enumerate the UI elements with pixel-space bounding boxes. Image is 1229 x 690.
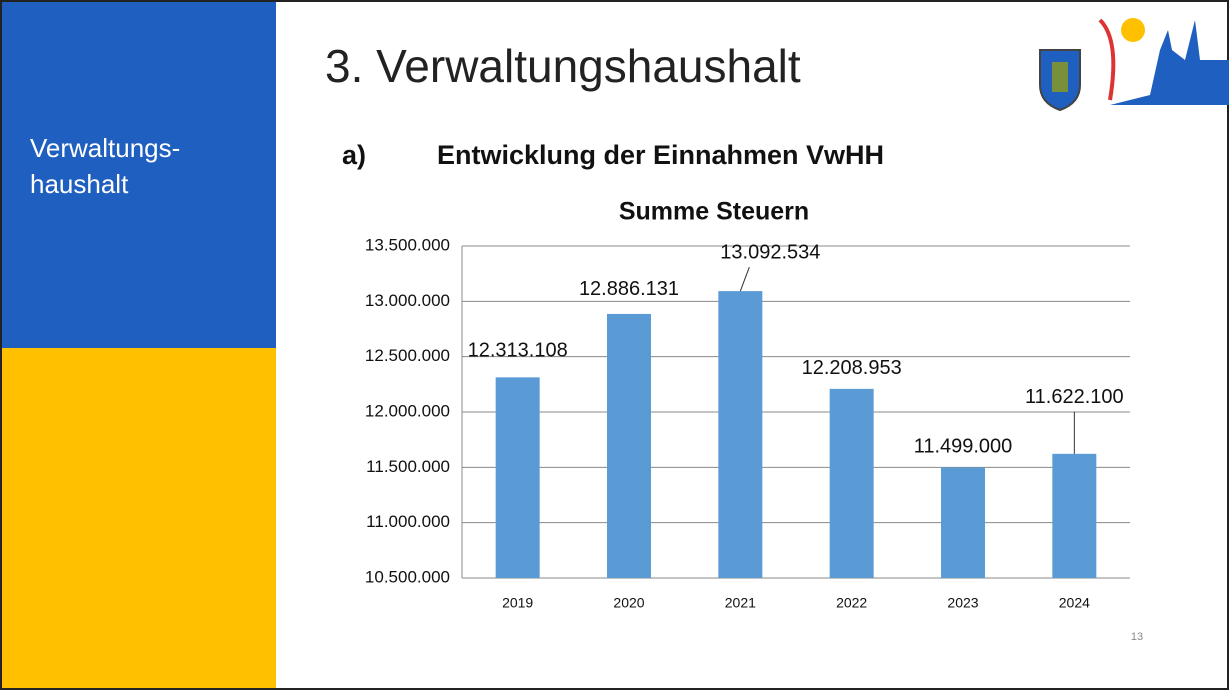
sidebar-yellow (0, 348, 276, 690)
sidebar-text: Verwaltungs- (30, 133, 180, 163)
data-label: 11.499.000 (914, 436, 1013, 458)
data-label: 11.622.100 (1025, 386, 1124, 408)
y-tick-label: 10.500.000 (365, 567, 450, 586)
page-number: 13 (1131, 631, 1143, 643)
bar (607, 313, 651, 578)
x-tick-label: 2022 (836, 595, 867, 611)
heading: Entwicklung der Einnahmen VwHH (437, 140, 884, 170)
y-tick-label: 11.500.000 (366, 457, 450, 476)
bar (1052, 453, 1097, 578)
x-tick-label: 2019 (502, 595, 533, 611)
data-label: 12.313.108 (468, 340, 568, 362)
slide-title: 3. Verwaltungshaushalt (325, 40, 801, 92)
logo (1039, 18, 1229, 112)
data-label: 13.092.534 (720, 241, 820, 263)
sidebar-blue (0, 0, 276, 348)
bar (718, 291, 763, 578)
heading-number: a) (342, 140, 366, 170)
x-tick-label: 2023 (947, 595, 978, 611)
bar (941, 467, 985, 578)
y-tick-label: 12.000.000 (365, 401, 450, 420)
y-tick-label: 13.500.000 (365, 235, 450, 254)
bar (829, 388, 874, 578)
chart-title: Summe Steuern (619, 198, 809, 226)
sidebar-text: haushalt (30, 169, 129, 199)
y-tick-label: 12.500.000 (365, 346, 450, 365)
bar (495, 377, 540, 578)
data-label: 12.208.953 (802, 357, 902, 379)
leader-line (739, 266, 750, 292)
x-tick-label: 2021 (725, 595, 756, 611)
data-label: 12.886.131 (579, 278, 679, 300)
y-tick-label: 13.000.000 (365, 291, 450, 310)
x-tick-label: 2020 (613, 595, 644, 611)
y-tick-label: 11.000.000 (366, 512, 450, 531)
x-tick-label: 2024 (1059, 595, 1090, 611)
